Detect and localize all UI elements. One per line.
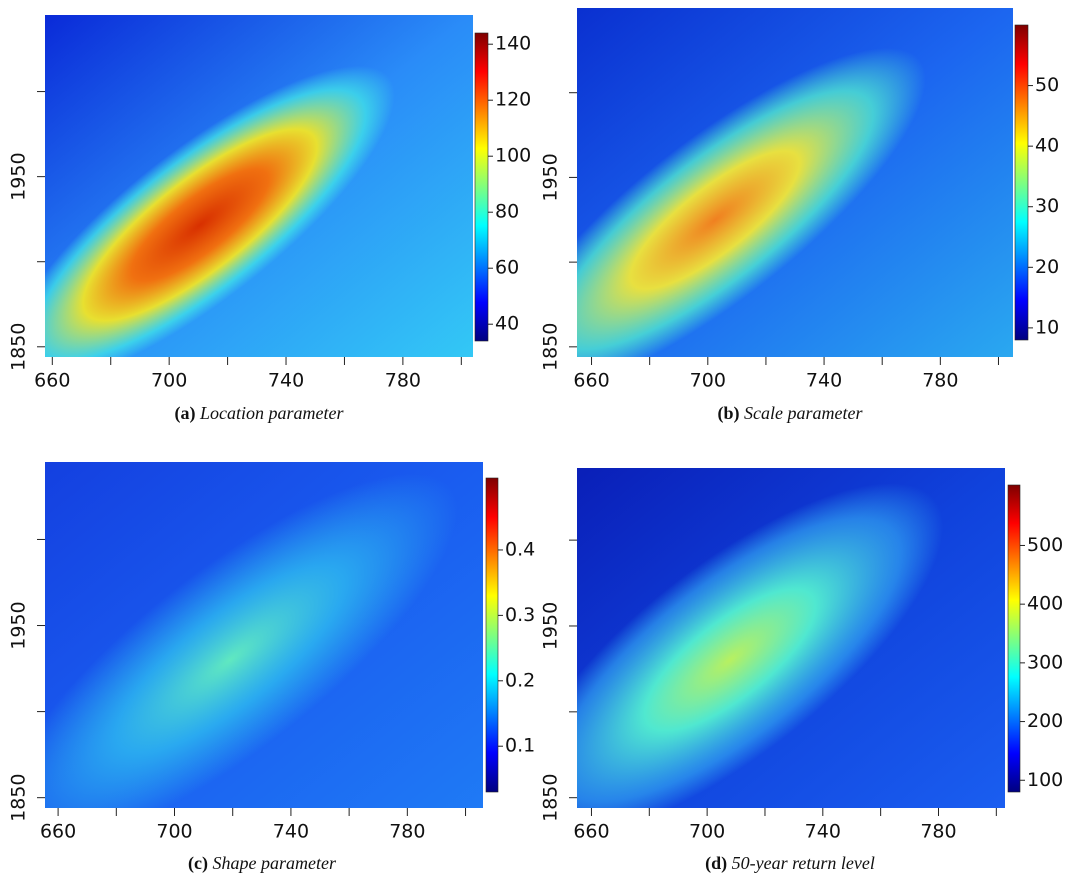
heatmap-band <box>45 473 458 808</box>
x-tick-label: 780 <box>389 821 425 843</box>
caption: (b) Scale parameter <box>718 403 864 424</box>
caption: (a) Location parameter <box>175 403 345 424</box>
caption: (c) Shape parameter <box>188 853 337 874</box>
colorbar-tick-label: 300 <box>1027 651 1063 673</box>
x-tick-label: 740 <box>805 821 841 843</box>
caption-text: 50-year return level <box>732 853 875 873</box>
colorbar-tick-label: 10 <box>1035 316 1059 338</box>
colorbar <box>1007 484 1021 793</box>
y-tick-label: 1950 <box>8 152 30 200</box>
colorbar-tick-label: 0.3 <box>505 604 535 626</box>
colorbar-tick-label: 500 <box>1027 534 1063 556</box>
caption-text: Shape parameter <box>213 853 337 873</box>
x-tick-label: 700 <box>689 821 725 843</box>
colorbar-tick-label: 40 <box>1035 135 1059 157</box>
y-tick-label: 1850 <box>8 773 30 821</box>
colorbar <box>474 32 489 342</box>
heatmap-band <box>577 483 944 808</box>
caption-label: (a) <box>175 403 196 424</box>
heatmap-image <box>577 468 1005 808</box>
x-tick-label: 660 <box>40 821 76 843</box>
x-tick-label: 660 <box>573 370 609 392</box>
colorbar-tick-label: 120 <box>495 89 531 111</box>
caption-label: (d) <box>705 853 727 874</box>
colorbar-tick-label: 200 <box>1027 710 1063 732</box>
x-tick-label: 740 <box>268 370 304 392</box>
colorbar-tick-label: 100 <box>1027 769 1063 791</box>
x-tick-label: 740 <box>806 370 842 392</box>
caption-text: Location parameter <box>199 403 344 423</box>
colorbar-tick-label: 140 <box>495 33 531 55</box>
x-tick-label: 780 <box>920 821 956 843</box>
colorbar-tick-label: 400 <box>1027 593 1063 615</box>
colorbar-tick-label: 0.1 <box>505 735 535 757</box>
x-tick-label: 660 <box>34 370 70 392</box>
x-tick-label: 780 <box>922 370 958 392</box>
heatmap-band <box>577 47 926 357</box>
x-tick-label: 700 <box>151 370 187 392</box>
colorbar <box>1014 24 1029 341</box>
colorbar-tick-label: 0.4 <box>505 538 535 560</box>
heatmap-image <box>45 462 483 808</box>
heatmap-image <box>577 8 1013 357</box>
x-tick-label: 780 <box>385 370 421 392</box>
colorbar-tick-label: 50 <box>1035 74 1059 96</box>
caption-text: Scale parameter <box>744 403 863 423</box>
y-tick-label: 1950 <box>540 602 562 650</box>
colorbar <box>485 477 499 793</box>
colorbar-tick-label: 80 <box>495 201 519 223</box>
x-tick-label: 700 <box>156 821 192 843</box>
y-tick-label: 1850 <box>540 323 562 371</box>
colorbar-tick-label: 60 <box>495 257 519 279</box>
x-tick-label: 740 <box>273 821 309 843</box>
caption: (d) 50-year return level <box>705 853 875 874</box>
caption-label: (c) <box>188 853 208 874</box>
colorbar-tick-label: 0.2 <box>505 669 535 691</box>
y-tick-label: 1950 <box>8 601 30 649</box>
y-tick-label: 1950 <box>540 153 562 201</box>
heatmap-band <box>45 65 395 357</box>
x-tick-label: 700 <box>690 370 726 392</box>
y-tick-label: 1850 <box>540 774 562 822</box>
colorbar-tick-label: 30 <box>1035 195 1059 217</box>
colorbar-tick-label: 100 <box>495 145 531 167</box>
x-tick-label: 660 <box>573 821 609 843</box>
heatmap-image <box>45 15 473 357</box>
caption-label: (b) <box>718 403 740 424</box>
colorbar-tick-label: 20 <box>1035 256 1059 278</box>
y-tick-label: 1850 <box>8 323 30 371</box>
colorbar-tick-label: 40 <box>495 313 519 335</box>
